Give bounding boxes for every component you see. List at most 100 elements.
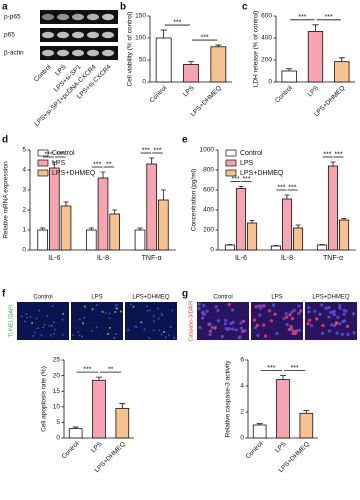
bar bbox=[68, 428, 83, 439]
cell bbox=[62, 312, 65, 315]
cell bbox=[197, 302, 201, 306]
cell bbox=[127, 328, 130, 331]
error-bar bbox=[51, 161, 57, 168]
error-bar bbox=[215, 44, 222, 47]
cell bbox=[267, 309, 272, 313]
cell bbox=[208, 322, 212, 326]
cell bbox=[78, 334, 81, 337]
band bbox=[57, 49, 69, 57]
cell bbox=[254, 305, 258, 309]
band bbox=[102, 49, 114, 57]
error-bar bbox=[303, 410, 310, 414]
cell bbox=[230, 308, 235, 312]
y-axis-label: LDH release (% of control) bbox=[253, 11, 260, 88]
cell bbox=[220, 334, 224, 339]
error-bar bbox=[188, 61, 194, 65]
error-bar bbox=[88, 227, 94, 230]
cell bbox=[149, 309, 152, 312]
cell bbox=[20, 315, 23, 318]
cell bbox=[208, 332, 212, 337]
error-bar bbox=[284, 194, 290, 199]
panel-label: e bbox=[182, 135, 188, 146]
cell bbox=[171, 309, 174, 312]
cell bbox=[252, 318, 257, 322]
bar bbox=[97, 177, 109, 251]
cell bbox=[202, 312, 207, 317]
legend-label: Control bbox=[240, 150, 263, 157]
panel-label: b bbox=[120, 2, 126, 13]
cell bbox=[104, 312, 107, 315]
significance-label: ** bbox=[106, 161, 112, 168]
cell bbox=[152, 329, 155, 332]
cell bbox=[275, 331, 279, 336]
cell bbox=[327, 305, 331, 309]
error-bar bbox=[149, 157, 155, 164]
bar bbox=[60, 205, 72, 251]
cell bbox=[327, 315, 331, 319]
error-bar bbox=[319, 244, 325, 245]
cell bbox=[321, 323, 325, 328]
x-tick-label: LPS bbox=[306, 84, 320, 98]
cell bbox=[327, 329, 332, 333]
bar bbox=[37, 229, 48, 251]
error-bar bbox=[100, 171, 106, 178]
y-tick-label: 5 bbox=[56, 419, 60, 426]
bar bbox=[281, 70, 297, 83]
cell bbox=[78, 318, 81, 321]
cell bbox=[83, 316, 86, 319]
x-tick-label: LPS bbox=[274, 440, 288, 454]
cell bbox=[288, 313, 292, 317]
error-bar bbox=[40, 227, 46, 230]
cell bbox=[306, 322, 310, 326]
cell bbox=[338, 322, 342, 326]
cell bbox=[25, 313, 28, 316]
cell bbox=[318, 312, 322, 316]
cell bbox=[143, 328, 146, 331]
x-tick-label: Control bbox=[61, 440, 81, 460]
y-tick-label: 2 bbox=[240, 409, 244, 416]
cell bbox=[29, 315, 32, 318]
panel-label: f bbox=[2, 289, 6, 300]
x-tick-label: LPS bbox=[182, 84, 196, 98]
cell bbox=[51, 304, 54, 307]
band bbox=[42, 13, 54, 21]
bar bbox=[299, 412, 314, 439]
cell bbox=[313, 309, 317, 313]
cell bbox=[216, 308, 220, 312]
cell bbox=[48, 324, 51, 327]
bar bbox=[252, 424, 267, 439]
y-tick-label: 3 bbox=[22, 187, 26, 194]
significance-label: *** bbox=[298, 14, 306, 21]
protein-label: p-p65 bbox=[4, 14, 21, 21]
cell bbox=[216, 319, 221, 323]
band bbox=[87, 49, 99, 57]
cell bbox=[297, 311, 301, 316]
y-tick-label: 600 bbox=[261, 13, 272, 20]
cell bbox=[241, 329, 245, 333]
bar bbox=[316, 244, 327, 251]
bar bbox=[307, 30, 324, 83]
significance-label: *** bbox=[288, 184, 296, 191]
significance-label: *** bbox=[323, 151, 331, 158]
cell bbox=[116, 307, 119, 310]
cell bbox=[130, 303, 133, 306]
cell bbox=[342, 312, 346, 316]
cell bbox=[167, 334, 170, 337]
bar bbox=[276, 379, 290, 439]
y-tick-label: 4 bbox=[240, 383, 244, 390]
error-bar bbox=[72, 426, 79, 429]
error-bar bbox=[249, 220, 255, 223]
y-tick-label: 800 bbox=[203, 167, 214, 174]
cell bbox=[262, 304, 266, 308]
error-bar bbox=[295, 224, 301, 228]
error-bar bbox=[160, 189, 166, 200]
cell bbox=[202, 303, 206, 308]
cell bbox=[332, 309, 336, 314]
bar bbox=[293, 227, 304, 251]
y-tick-label: 5 bbox=[22, 147, 26, 154]
bar bbox=[109, 213, 120, 251]
cell bbox=[108, 326, 111, 329]
legend-label: LPS+DHMEQ bbox=[52, 170, 96, 177]
band bbox=[102, 31, 114, 39]
cell bbox=[49, 334, 52, 337]
